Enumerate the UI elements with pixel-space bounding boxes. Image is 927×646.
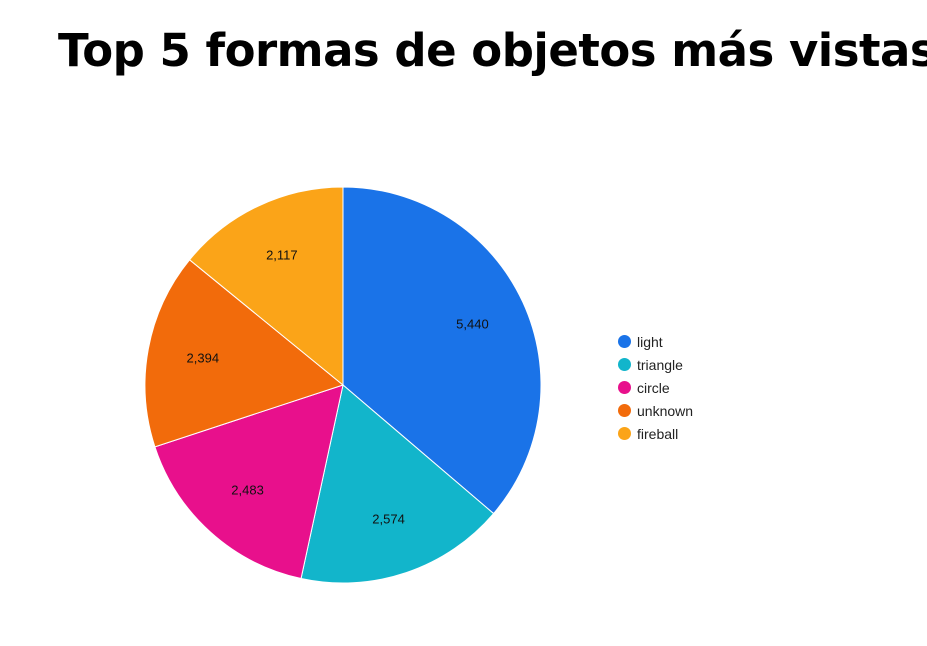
legend-swatch-fireball (618, 427, 631, 440)
slice-label-circle: 2,483 (231, 482, 264, 497)
pie-slice-fireball[interactable] (188, 186, 344, 387)
pie-slice-circle[interactable] (154, 384, 344, 580)
chart-title: Top 5 formas de objetos más vistas (58, 24, 927, 77)
legend-item-fireball[interactable]: fireball (618, 422, 693, 445)
legend-label-unknown: unknown (637, 402, 694, 419)
legend-item-circle[interactable]: circle (618, 376, 693, 399)
slice-label-unknown: 2,394 (187, 350, 220, 365)
legend-swatch-unknown (618, 404, 631, 417)
legend-item-unknown[interactable]: unknown (618, 399, 693, 422)
pie-slice-triangle[interactable] (300, 384, 495, 584)
slice-label-triangle: 2,574 (372, 512, 405, 527)
pie-slice-unknown[interactable] (144, 259, 345, 448)
legend-item-triangle[interactable]: triangle (618, 353, 693, 376)
legend-swatch-triangle (618, 358, 631, 371)
legend-swatch-circle (618, 381, 631, 394)
chart-legend: light triangle circle unknown fireball (618, 330, 693, 445)
legend-label-triangle: triangle (637, 356, 683, 373)
legend-swatch-light (618, 335, 631, 348)
legend-label-fireball: fireball (637, 425, 679, 442)
legend-label-circle: circle (637, 379, 670, 396)
slice-label-light: 5,440 (456, 317, 489, 332)
pie-slice-light[interactable] (342, 186, 542, 515)
legend-item-light[interactable]: light (618, 330, 693, 353)
slice-label-fireball: 2,117 (266, 248, 298, 263)
legend-label-light: light (637, 333, 663, 350)
